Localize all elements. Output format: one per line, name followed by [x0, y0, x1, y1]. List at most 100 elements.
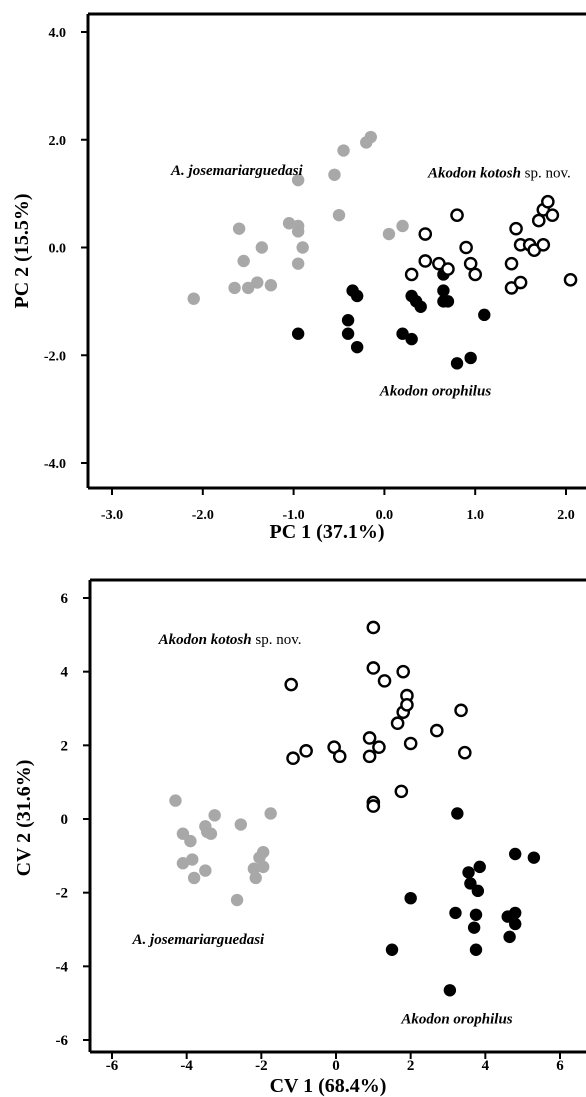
y-tick-label: -4.0 [44, 457, 66, 472]
point-open [509, 221, 523, 236]
x-tick-label: -1.0 [283, 508, 305, 523]
point-filled-black [473, 860, 486, 874]
point-filled-gray [242, 281, 255, 295]
point-filled-black [291, 327, 305, 340]
point-filled-black [441, 295, 455, 308]
point-filled-black [350, 289, 364, 303]
point-filled-black [471, 884, 485, 898]
x-axis-label: CV 1 (68.4%) [270, 1075, 387, 1097]
point-filled-black [350, 340, 364, 354]
point-filled-black [450, 357, 464, 370]
point-filled-gray [257, 860, 270, 874]
y-tick-label: 2.0 [49, 134, 67, 149]
x-tick-label: 0 [332, 1058, 340, 1074]
point-open [366, 799, 381, 813]
point-filled-gray [237, 254, 250, 268]
point-filled-black [478, 308, 491, 322]
point-filled-gray [251, 276, 264, 289]
point-open [531, 213, 546, 228]
point-filled-gray [249, 871, 262, 885]
annotation-species-name: Akodon kotosh [158, 632, 252, 648]
point-open [332, 749, 347, 764]
point-filled-black [443, 984, 457, 997]
y-axis-label: PC 2 (15.5%) [11, 194, 33, 309]
point-filled-gray [328, 168, 341, 181]
point-filled-gray [264, 279, 278, 292]
point-open [366, 620, 381, 635]
point-filled-black [449, 906, 462, 920]
point-open [563, 273, 578, 287]
point-open [299, 744, 313, 758]
point-open [545, 208, 560, 222]
point-open [390, 716, 405, 731]
point-filled-gray [204, 827, 218, 840]
point-open [362, 749, 377, 764]
point-open [457, 745, 472, 760]
point-open [284, 677, 299, 692]
point-filled-black [509, 847, 522, 861]
point-open [362, 731, 377, 745]
point-open [536, 238, 551, 252]
annotation-jose: A. josemariarguedasi [132, 932, 266, 948]
point-open [468, 267, 483, 282]
point-filled-black [462, 866, 475, 879]
point-open [286, 751, 300, 766]
series-open-circle [404, 194, 578, 295]
point-filled-black [527, 851, 541, 864]
point-filled-gray [291, 257, 305, 270]
point-filled-gray [230, 893, 244, 907]
x-tick-label: 4 [482, 1058, 490, 1074]
point-open [372, 740, 386, 754]
point-filled-gray [176, 857, 190, 870]
point-filled-gray [264, 807, 277, 820]
point-filled-gray [360, 136, 373, 149]
point-open [429, 723, 444, 738]
y-tick-label: 6 [61, 591, 69, 607]
x-tick-label: 0.0 [376, 508, 394, 523]
point-filled-black [341, 327, 355, 340]
point-filled-black [469, 943, 483, 956]
point-filled-gray [396, 219, 409, 233]
chart-2: -6 -4 -2 0 2 4 6 -6 -4 -2 0 2 4 6 CV 1 (68.4%) CV 2 (31… [13, 578, 586, 1097]
point-filled-gray [291, 173, 305, 187]
point-filled-black [503, 930, 516, 944]
point-open [377, 674, 392, 688]
point-filled-black [385, 943, 399, 956]
x-tick-label: -2 [255, 1058, 268, 1074]
point-filled-black [404, 891, 417, 905]
point-open [450, 208, 464, 222]
point-filled-black [509, 917, 522, 931]
point-filled-gray [257, 845, 270, 859]
y-tick-label: 4.0 [49, 26, 67, 41]
point-open [418, 254, 433, 268]
point-filled-gray [232, 222, 246, 235]
x-tick-label: -3.0 [101, 508, 123, 523]
point-filled-gray [332, 208, 346, 222]
point-filled-black [451, 807, 464, 820]
x-axis-label: PC 1 (37.1%) [270, 521, 385, 543]
y-axis-label: CV 2 (31.6%) [13, 760, 35, 877]
x-tick-label: 1.0 [466, 508, 484, 523]
y-tick-label: -2 [56, 886, 69, 902]
point-open [454, 703, 468, 718]
point-filled-black [509, 906, 522, 920]
point-open [404, 267, 419, 282]
point-open [400, 698, 414, 712]
y-tick-label: -2.0 [44, 349, 66, 364]
point-filled-gray [255, 241, 269, 254]
annotation-species-name: Akodon kotosh [427, 165, 521, 181]
point-open [463, 256, 478, 271]
point-filled-gray [186, 853, 199, 866]
y-tick-label: 2 [61, 738, 69, 754]
annotation-suffix: sp. nov. [521, 165, 571, 181]
series-filled-gray [187, 130, 409, 305]
point-filled-black [414, 300, 427, 313]
annotation-orophilus: Akodon orophilus [400, 1011, 512, 1027]
point-open [394, 784, 409, 799]
point-filled-gray [247, 862, 261, 875]
y-tick-label: -6 [56, 1033, 69, 1049]
point-open [504, 256, 519, 271]
point-open [459, 240, 473, 255]
point-filled-black [396, 327, 409, 340]
